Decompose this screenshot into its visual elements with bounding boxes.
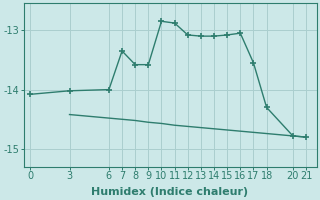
- X-axis label: Humidex (Indice chaleur): Humidex (Indice chaleur): [92, 187, 249, 197]
